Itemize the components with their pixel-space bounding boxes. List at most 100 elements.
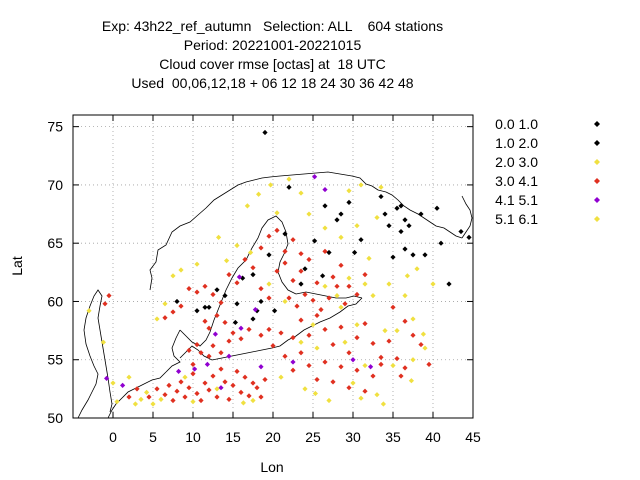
data-point <box>326 249 332 256</box>
data-point <box>382 211 388 217</box>
data-point <box>394 327 400 334</box>
data-point <box>162 392 168 398</box>
data-point <box>162 301 168 307</box>
coastline-north-sea <box>107 371 167 419</box>
data-point <box>374 392 380 398</box>
data-point <box>250 380 256 386</box>
data-point <box>350 380 356 386</box>
data-point <box>302 291 308 298</box>
data-point <box>390 304 396 310</box>
data-point <box>154 316 160 322</box>
data-point <box>194 390 200 397</box>
data-point <box>150 401 156 407</box>
data-point <box>290 359 296 365</box>
x-tick-label: 45 <box>465 429 481 445</box>
data-point <box>132 401 138 407</box>
data-point <box>322 225 328 231</box>
data-point <box>362 321 368 327</box>
data-point <box>346 283 352 289</box>
data-point <box>314 345 320 351</box>
data-point <box>242 374 248 380</box>
data-point <box>282 248 288 254</box>
data-point <box>214 312 220 319</box>
data-point <box>170 309 176 315</box>
legend-marker <box>594 121 600 127</box>
data-point <box>214 287 220 293</box>
data-point <box>236 274 242 280</box>
data-point <box>258 298 264 305</box>
data-point <box>222 379 228 385</box>
legend-marker <box>594 140 600 146</box>
data-point <box>240 400 246 406</box>
data-point <box>362 388 368 394</box>
y-tick-label: 50 <box>47 410 63 426</box>
data-point <box>290 237 296 243</box>
data-point <box>212 331 218 337</box>
data-point <box>398 373 404 379</box>
data-point <box>410 252 416 258</box>
data-point <box>366 255 372 261</box>
data-point <box>290 334 296 341</box>
data-point <box>210 373 216 379</box>
data-point <box>306 332 312 338</box>
data-point <box>218 350 224 356</box>
data-point <box>306 256 312 263</box>
data-point <box>282 260 288 266</box>
data-point <box>362 281 368 287</box>
data-point <box>206 304 212 310</box>
data-point <box>210 343 216 349</box>
data-point <box>266 295 272 301</box>
data-point <box>330 341 336 348</box>
data-point <box>254 385 260 391</box>
data-point <box>378 354 384 360</box>
data-point <box>234 280 240 286</box>
data-point <box>358 237 364 243</box>
data-point <box>190 371 196 377</box>
data-point <box>214 386 220 392</box>
data-point <box>420 331 426 337</box>
x-tick-label: 15 <box>225 429 241 445</box>
data-point <box>294 303 300 309</box>
data-point <box>418 211 424 217</box>
data-point <box>266 252 272 258</box>
data-point <box>298 268 304 274</box>
data-point <box>226 353 232 359</box>
data-point <box>104 375 110 381</box>
data-point <box>102 301 108 307</box>
data-point <box>342 301 348 307</box>
data-point <box>334 293 340 299</box>
data-point <box>326 397 332 404</box>
data-point <box>362 362 368 369</box>
data-point <box>282 353 288 359</box>
data-point <box>352 249 358 256</box>
data-point <box>268 182 274 188</box>
x-tick-label: 5 <box>149 429 157 445</box>
data-point <box>242 256 248 263</box>
data-point <box>234 301 240 307</box>
data-point <box>214 394 220 400</box>
data-point <box>402 217 408 223</box>
data-point <box>390 254 396 260</box>
data-point <box>338 364 344 370</box>
data-point <box>190 399 196 405</box>
data-point <box>258 245 264 251</box>
data-point <box>158 396 164 402</box>
data-point <box>218 300 224 306</box>
data-point <box>170 273 176 279</box>
data-point <box>258 286 264 292</box>
data-point <box>334 217 340 223</box>
data-point <box>370 373 376 379</box>
data-point <box>406 223 412 229</box>
data-point <box>178 267 184 273</box>
data-point <box>322 359 328 365</box>
data-point <box>354 223 360 229</box>
data-point <box>466 234 472 240</box>
data-point <box>322 203 328 209</box>
data-point <box>402 246 408 252</box>
data-point <box>354 322 360 328</box>
data-point <box>354 334 360 341</box>
data-point <box>342 339 348 345</box>
coastline-sweden-south <box>179 319 215 347</box>
data-point <box>338 324 344 330</box>
data-point <box>326 295 332 301</box>
